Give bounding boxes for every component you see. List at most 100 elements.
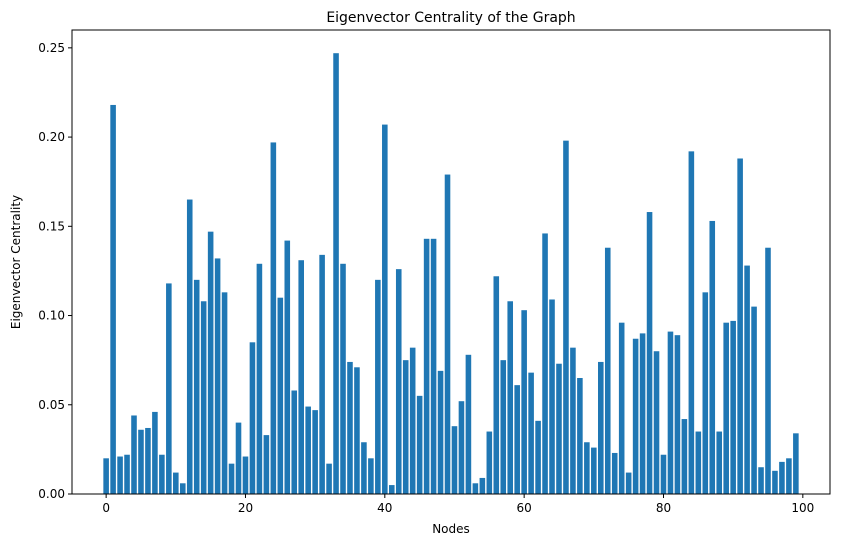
bar-node-46 xyxy=(423,238,430,494)
bar-node-77 xyxy=(639,333,646,494)
bar-node-35 xyxy=(347,361,353,494)
x-tick-label: 20 xyxy=(238,501,253,515)
bar-node-41 xyxy=(388,485,395,494)
bar-node-55 xyxy=(486,431,493,494)
bar-node-27 xyxy=(291,390,298,494)
bar-node-95 xyxy=(765,247,771,494)
bar-node-67 xyxy=(570,347,576,494)
chart-title: Eigenvector Centrality of the Graph xyxy=(326,10,575,26)
bar-node-54 xyxy=(479,477,486,494)
bar-node-9 xyxy=(166,283,172,494)
bar-node-98 xyxy=(786,458,792,494)
bar-node-57 xyxy=(500,360,507,494)
y-tick-label: 0.25 xyxy=(38,41,65,55)
bar-node-29 xyxy=(305,406,311,494)
bar-node-62 xyxy=(535,420,541,494)
bar-node-6 xyxy=(145,427,151,494)
bar-node-8 xyxy=(159,454,165,494)
bar-node-82 xyxy=(674,335,681,494)
bar-node-47 xyxy=(430,238,437,494)
bar-node-24 xyxy=(270,142,277,494)
bar-node-31 xyxy=(319,254,325,494)
y-axis-ticks: 0.00 0.05 0.10 0.15 0.20 0.25 xyxy=(38,41,72,501)
x-tick-label: 0 xyxy=(102,501,110,515)
bar-node-63 xyxy=(542,233,548,494)
bar-node-48 xyxy=(437,370,444,494)
bar-node-15 xyxy=(207,231,214,494)
x-tick-label: 40 xyxy=(377,501,392,515)
bar-node-5 xyxy=(138,429,144,494)
bar-node-58 xyxy=(507,301,514,494)
bar-node-50 xyxy=(451,426,458,494)
y-tick-label: 0.00 xyxy=(38,487,65,501)
bar-node-99 xyxy=(793,433,799,494)
bar-node-4 xyxy=(131,415,137,494)
bars-group xyxy=(103,53,799,495)
bar-node-75 xyxy=(625,472,632,494)
bar-node-91 xyxy=(737,158,743,494)
bar-node-90 xyxy=(730,320,736,494)
bar-node-30 xyxy=(312,410,318,494)
bar-node-32 xyxy=(326,463,332,494)
bar-node-66 xyxy=(563,140,569,494)
bar-node-0 xyxy=(103,458,109,494)
y-tick-label: 0.15 xyxy=(38,219,65,233)
bar-node-89 xyxy=(723,322,729,494)
bar-node-93 xyxy=(751,306,757,494)
bar-node-73 xyxy=(611,452,618,494)
bar-node-12 xyxy=(186,199,193,495)
bar-node-45 xyxy=(416,395,423,494)
bar-node-21 xyxy=(249,342,256,494)
plot-frame xyxy=(71,29,831,495)
bar-node-49 xyxy=(444,174,451,495)
bar-node-11 xyxy=(179,483,186,494)
y-tick-label: 0.10 xyxy=(38,309,65,323)
bar-node-87 xyxy=(709,220,716,494)
bar-node-69 xyxy=(584,442,590,494)
bar-node-51 xyxy=(458,401,465,494)
bar-node-84 xyxy=(688,151,695,494)
bar-node-38 xyxy=(368,458,374,494)
y-axis-label: Eigenvector Centrality xyxy=(9,195,23,329)
bar-node-42 xyxy=(395,269,402,494)
bar-node-83 xyxy=(681,419,688,494)
x-tick-label: 80 xyxy=(656,501,671,515)
y-tick-label: 0.20 xyxy=(38,130,65,144)
bar-node-72 xyxy=(604,247,611,494)
bar-node-39 xyxy=(375,279,381,494)
bar-node-80 xyxy=(660,454,667,494)
bar-node-43 xyxy=(402,360,409,494)
bar-node-28 xyxy=(298,260,304,494)
x-tick-label: 100 xyxy=(791,501,814,515)
bar-node-85 xyxy=(695,431,702,494)
bar-node-96 xyxy=(772,470,778,494)
bar-node-71 xyxy=(598,361,604,494)
bar-node-16 xyxy=(214,258,221,494)
bar-node-44 xyxy=(409,347,416,494)
bar-node-14 xyxy=(200,301,207,494)
x-axis-label: Nodes xyxy=(432,522,470,536)
bar-node-37 xyxy=(361,442,367,494)
bar-node-70 xyxy=(591,447,597,494)
bar-node-18 xyxy=(228,463,235,494)
bar-node-76 xyxy=(632,338,639,494)
bar-node-23 xyxy=(263,435,270,494)
bar-node-25 xyxy=(277,297,284,494)
bar-node-7 xyxy=(152,411,158,494)
bar-node-13 xyxy=(193,279,200,494)
bar-node-36 xyxy=(354,367,360,494)
y-tick-label: 0.05 xyxy=(38,398,65,412)
bar-node-94 xyxy=(758,467,764,494)
bar-node-56 xyxy=(493,276,500,494)
bar-node-17 xyxy=(221,292,228,494)
bar-node-33 xyxy=(333,53,339,494)
bar-node-52 xyxy=(465,354,472,494)
bar-node-20 xyxy=(242,456,249,494)
bar-node-88 xyxy=(716,431,723,494)
bar-node-40 xyxy=(382,124,388,494)
bar-node-2 xyxy=(117,456,123,494)
bar-node-68 xyxy=(577,378,583,494)
bar-node-86 xyxy=(702,292,709,494)
bar-node-61 xyxy=(528,372,534,494)
